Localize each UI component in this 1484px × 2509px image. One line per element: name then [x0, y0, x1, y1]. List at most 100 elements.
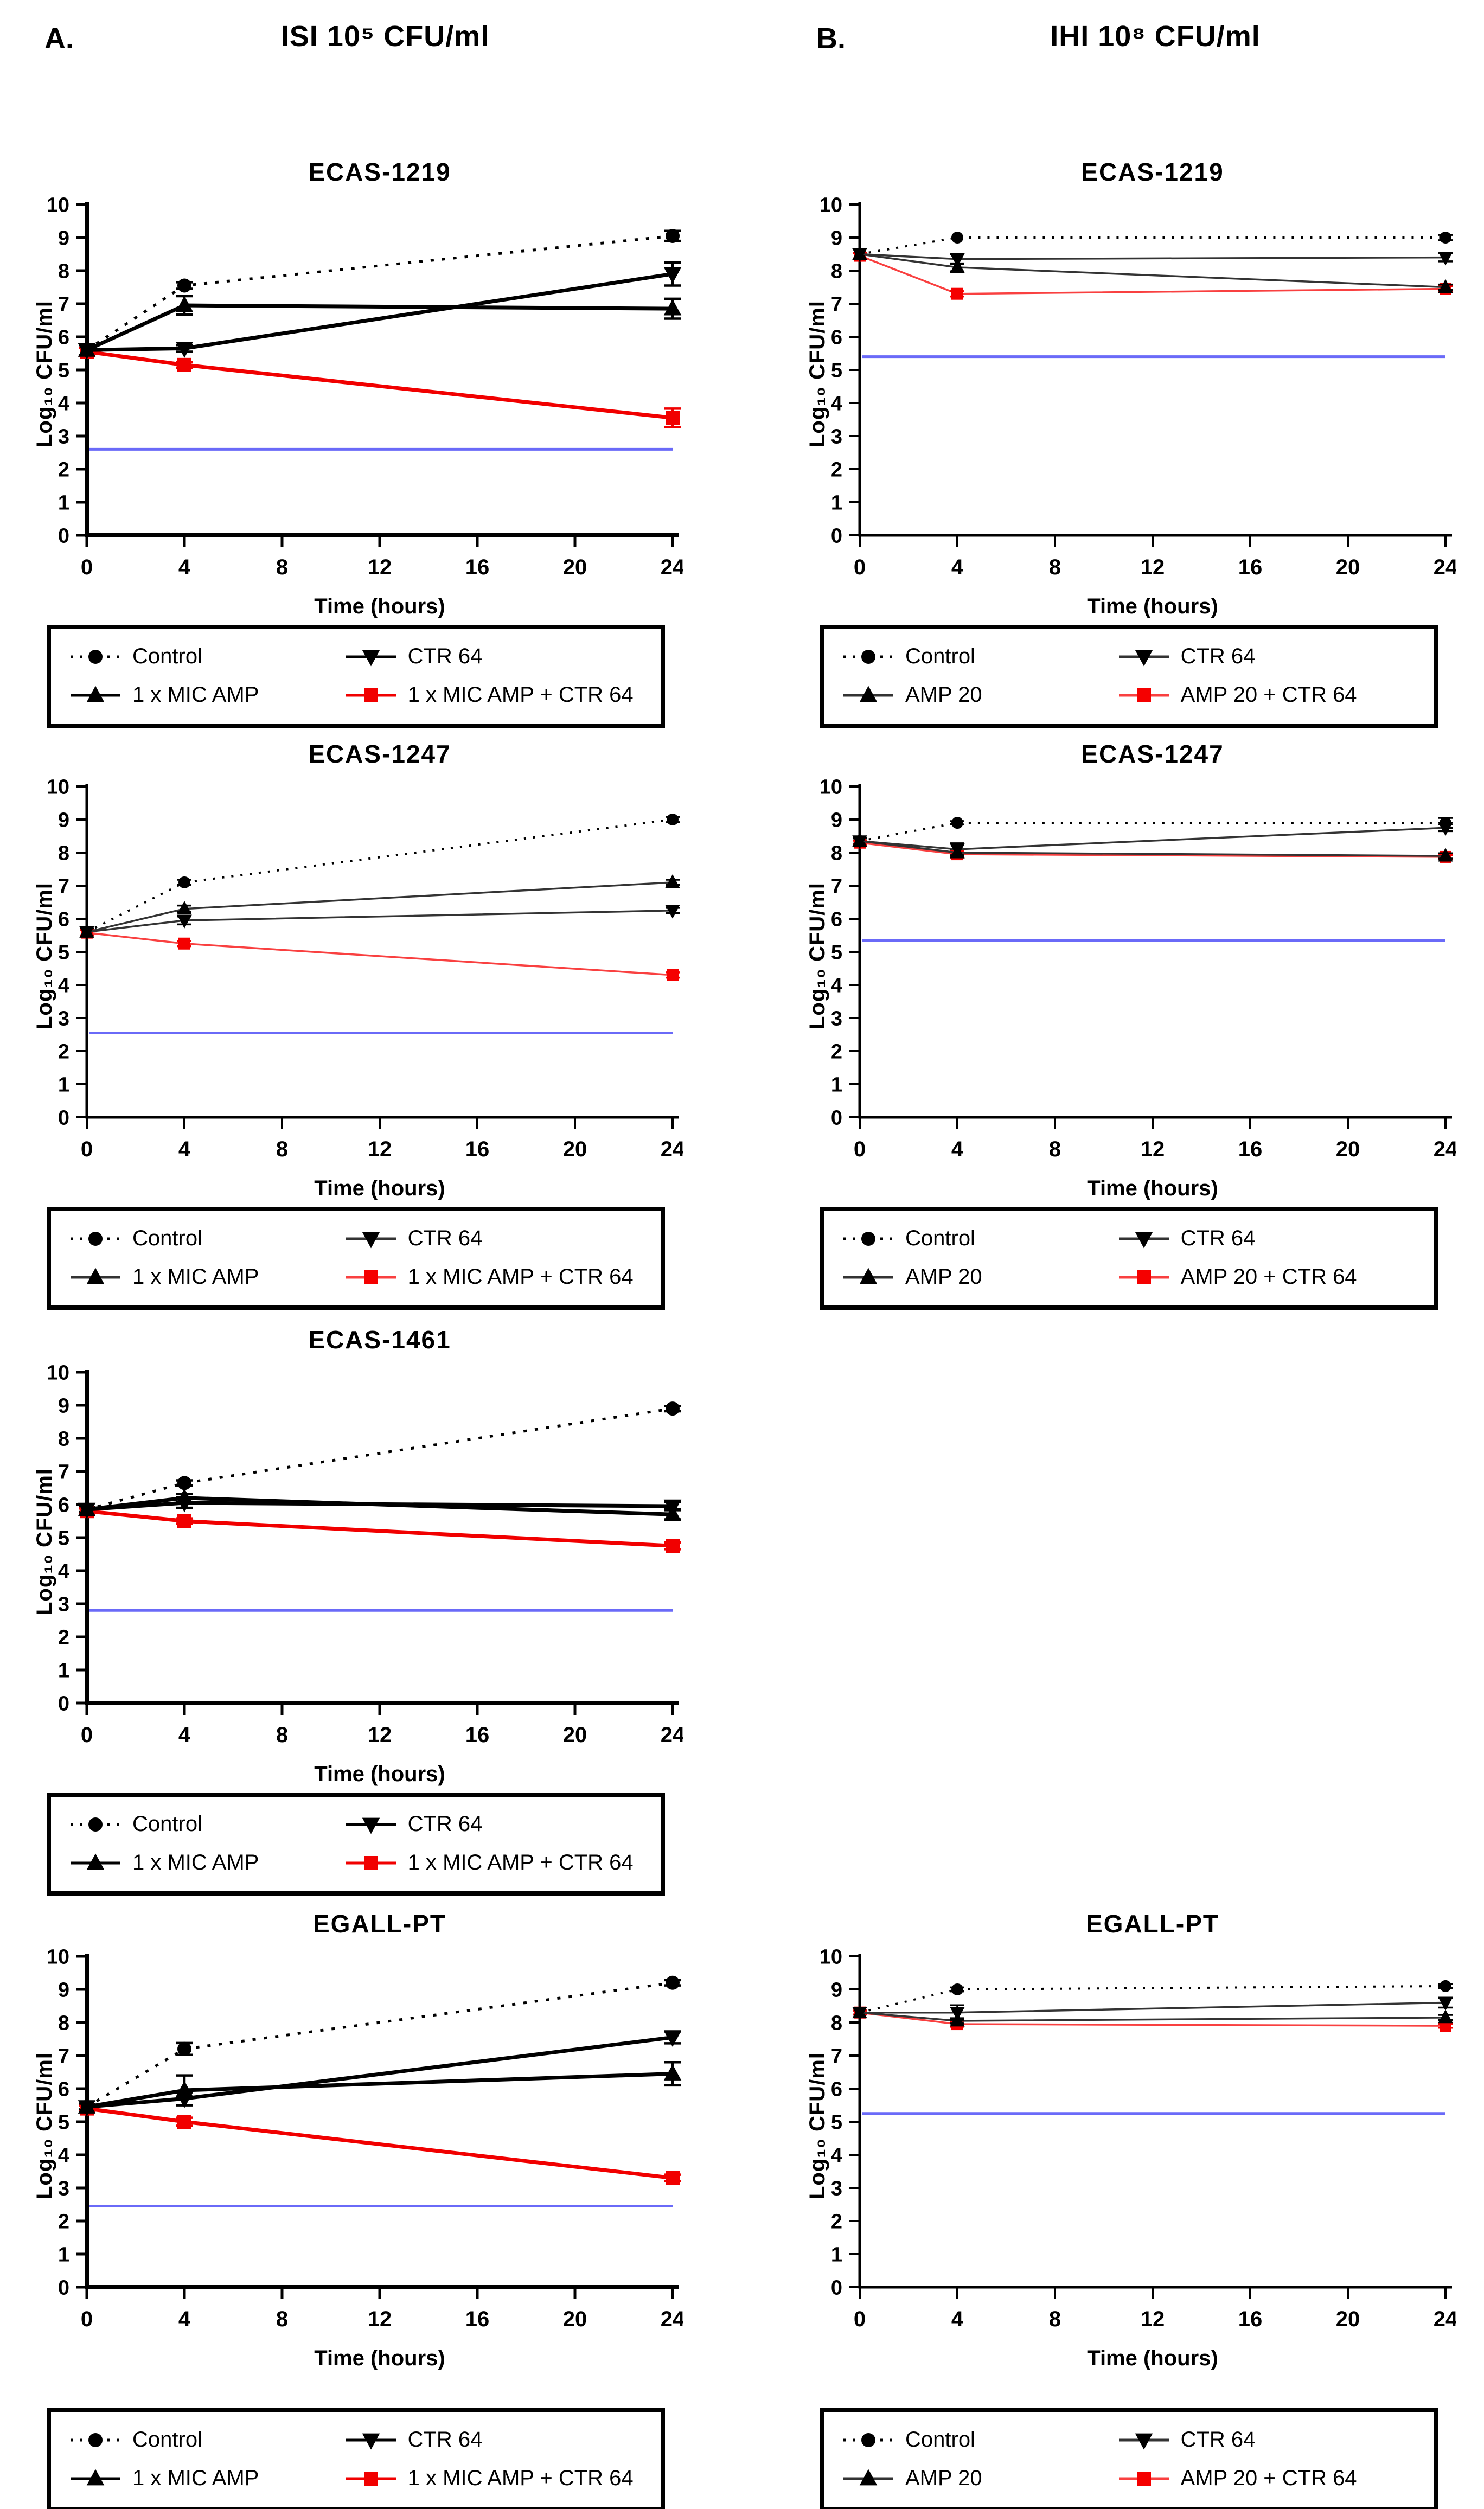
- svg-text:5: 5: [831, 2111, 842, 2134]
- svg-text:1: 1: [831, 491, 842, 514]
- svg-text:9: 9: [58, 227, 69, 249]
- svg-text:3: 3: [58, 1593, 69, 1616]
- svg-text:20: 20: [1336, 2307, 1360, 2331]
- legend-marker-ctr64: [1118, 2428, 1170, 2452]
- svg-text:4: 4: [951, 1137, 964, 1161]
- svg-text:9: 9: [58, 1394, 69, 1417]
- svg-text:24: 24: [661, 2307, 683, 2331]
- svg-text:0: 0: [831, 1106, 842, 1129]
- svg-text:3: 3: [58, 2177, 69, 2200]
- svg-text:4: 4: [58, 392, 69, 415]
- svg-text:16: 16: [1238, 1137, 1263, 1161]
- svg-text:8: 8: [58, 842, 69, 865]
- legend-item: 1 x MIC AMP + CTR 64: [345, 683, 655, 707]
- legend-label: CTR 64: [407, 644, 483, 668]
- svg-text:9: 9: [58, 809, 69, 831]
- legend-marker-control: [69, 2428, 121, 2452]
- svg-text:16: 16: [1238, 555, 1263, 579]
- svg-text:12: 12: [368, 1723, 392, 1747]
- legend-box: Control CTR 64 AMP 20 AMP 20 + CTR 64: [820, 2408, 1438, 2509]
- svg-text:16: 16: [465, 2307, 490, 2331]
- legend-marker-combo: [345, 2467, 397, 2491]
- legend-item: 1 x MIC AMP + CTR 64: [345, 1265, 655, 1289]
- svg-text:6: 6: [58, 2078, 69, 2101]
- svg-text:24: 24: [1434, 2307, 1456, 2331]
- legend-label: AMP 20 + CTR 64: [1180, 2466, 1357, 2490]
- svg-text:0: 0: [854, 555, 866, 579]
- svg-text:12: 12: [368, 1137, 392, 1161]
- svg-text:0: 0: [81, 555, 93, 579]
- svg-text:4: 4: [831, 974, 842, 997]
- legend-item: Control: [842, 644, 1118, 669]
- svg-text:12: 12: [1141, 2307, 1165, 2331]
- svg-text:6: 6: [58, 1494, 69, 1516]
- chart-title: EGALL-PT: [313, 1910, 446, 1938]
- legend-label: Control: [132, 2428, 202, 2452]
- svg-text:4: 4: [951, 2307, 964, 2331]
- legend-marker-control: [69, 1813, 121, 1836]
- svg-text:16: 16: [465, 1137, 490, 1161]
- svg-text:20: 20: [563, 555, 587, 579]
- svg-text:7: 7: [58, 2045, 69, 2068]
- legend-label: 1 x MIC AMP + CTR 64: [407, 1851, 634, 1874]
- legend-item: AMP 20 + CTR 64: [1118, 683, 1428, 707]
- svg-text:2: 2: [831, 458, 842, 481]
- legend-item: 1 x MIC AMP: [69, 2466, 345, 2491]
- svg-text:2: 2: [58, 1626, 69, 1649]
- legend-label: AMP 20 + CTR 64: [1180, 1265, 1357, 1289]
- legend-marker-combo: [1118, 1265, 1170, 1289]
- svg-text:8: 8: [831, 842, 842, 865]
- legend-item: CTR 64: [1118, 2428, 1428, 2452]
- svg-text:3: 3: [58, 425, 69, 448]
- legend-label: AMP 20 + CTR 64: [1180, 683, 1357, 707]
- svg-text:4: 4: [951, 555, 964, 579]
- legend-marker-combo: [1118, 2467, 1170, 2491]
- svg-text:20: 20: [563, 2307, 587, 2331]
- chart-title: ECAS-1461: [308, 1326, 451, 1354]
- panel-b-label: B.: [816, 22, 846, 55]
- panel-b-title: IHI 10⁸ CFU/ml: [1050, 20, 1261, 53]
- legend-label: 1 x MIC AMP: [132, 1851, 259, 1874]
- legend-item: 1 x MIC AMP: [69, 683, 345, 707]
- svg-text:7: 7: [58, 875, 69, 898]
- legend-marker-amp: [842, 683, 894, 707]
- legend-item: CTR 64: [345, 644, 655, 669]
- legend-item: Control: [69, 1812, 345, 1836]
- legend-item: AMP 20 + CTR 64: [1118, 2466, 1428, 2491]
- legend-label: 1 x MIC AMP + CTR 64: [407, 1265, 634, 1289]
- svg-text:0: 0: [81, 1723, 93, 1747]
- svg-text:8: 8: [1049, 1137, 1061, 1161]
- legend-marker-control: [69, 645, 121, 669]
- svg-text:5: 5: [831, 359, 842, 382]
- chart-title: ECAS-1219: [1081, 158, 1224, 186]
- svg-text:0: 0: [854, 2307, 866, 2331]
- legend-label: Control: [905, 1226, 975, 1250]
- legend-item: Control: [69, 644, 345, 669]
- x-axis-label: Time (hours): [314, 594, 445, 618]
- legend-box: Control CTR 64 1 x MIC AMP 1 x MIC AMP +…: [47, 2408, 665, 2509]
- legend-item: AMP 20 + CTR 64: [1118, 1265, 1428, 1289]
- legend-marker-ctr64: [1118, 1227, 1170, 1251]
- svg-text:8: 8: [58, 1428, 69, 1450]
- svg-text:1: 1: [831, 2243, 842, 2266]
- legend-marker-amp: [69, 1265, 121, 1289]
- legend-label: Control: [132, 1812, 202, 1836]
- legend-item: AMP 20: [842, 2466, 1118, 2491]
- svg-text:24: 24: [661, 1723, 683, 1747]
- panel-a-title: ISI 10⁵ CFU/ml: [280, 20, 490, 53]
- svg-text:0: 0: [831, 2276, 842, 2299]
- legend-item: 1 x MIC AMP + CTR 64: [345, 1851, 655, 1875]
- svg-text:10: 10: [47, 776, 69, 798]
- svg-text:6: 6: [831, 2078, 842, 2101]
- svg-text:2: 2: [58, 458, 69, 481]
- svg-text:3: 3: [831, 425, 842, 448]
- svg-text:5: 5: [831, 941, 842, 964]
- svg-text:4: 4: [58, 974, 69, 997]
- legend-marker-amp: [842, 1265, 894, 1289]
- legend-marker-control: [842, 1227, 894, 1251]
- chart-title: ECAS-1247: [308, 740, 451, 768]
- svg-text:10: 10: [820, 776, 842, 798]
